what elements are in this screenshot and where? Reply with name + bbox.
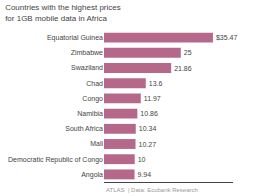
svg-text:Democratic Republic of Congo: Democratic Republic of Congo [8, 156, 103, 164]
svg-text:10.34: 10.34 [139, 125, 157, 132]
svg-text:South Africa: South Africa [65, 125, 103, 132]
svg-text:Swaziland: Swaziland [71, 64, 103, 71]
svg-text:$35.47: $35.47 [216, 34, 238, 41]
svg-text:10.86: 10.86 [140, 110, 158, 117]
svg-text:10.27: 10.27 [139, 141, 157, 148]
svg-text:Namibia: Namibia [77, 110, 103, 117]
svg-text:Chad: Chad [86, 80, 103, 87]
svg-text:25: 25 [184, 49, 192, 56]
svg-text:11.97: 11.97 [144, 95, 161, 102]
svg-text:21.86: 21.86 [174, 65, 192, 72]
svg-text:Countries with the highest pri: Countries with the highest pricesfor 1GB… [5, 3, 121, 22]
svg-text:Equatorial Guinea: Equatorial Guinea [47, 34, 103, 42]
svg-text:13.6: 13.6 [149, 80, 163, 87]
svg-text:Mali: Mali [90, 140, 103, 147]
svg-text:ATLAS | Data: Ecobank Researc: ATLAS | Data: Ecobank Research [106, 187, 198, 193]
svg-text:Congo: Congo [82, 95, 103, 103]
svg-text:Zimbabwe: Zimbabwe [71, 49, 103, 56]
svg-text:Angola: Angola [81, 171, 103, 179]
svg-text:10: 10 [138, 156, 146, 163]
svg-text:9.94: 9.94 [138, 171, 152, 178]
